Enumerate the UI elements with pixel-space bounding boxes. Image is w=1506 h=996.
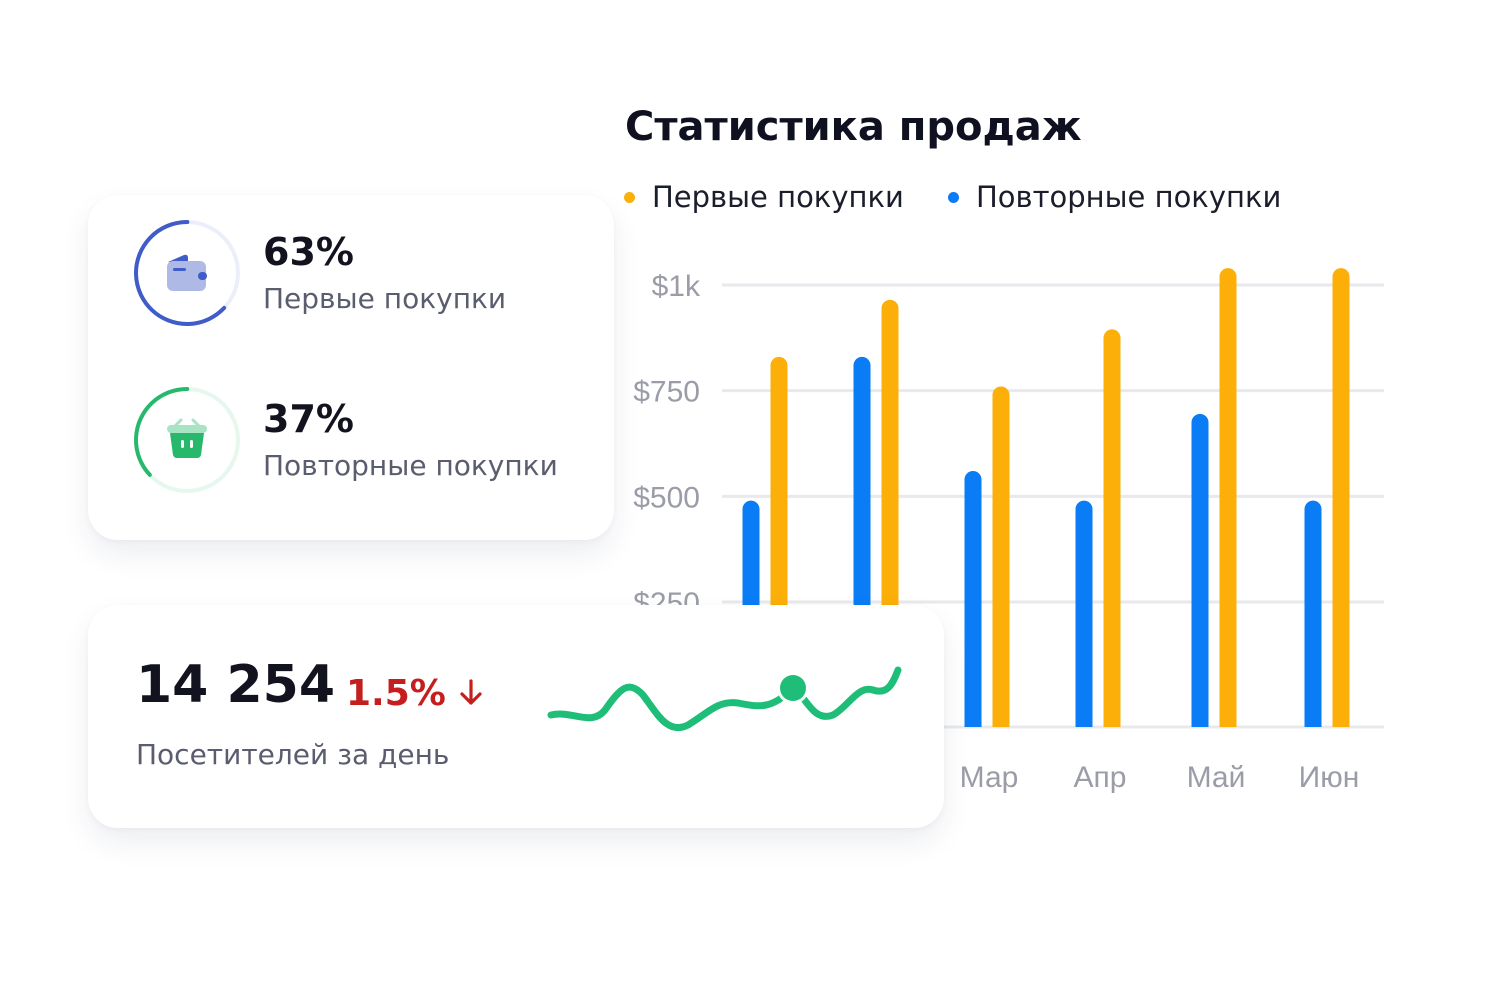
- delta-value: 1.5%: [346, 673, 446, 714]
- bar: [992, 386, 1010, 727]
- y-tick-label: $500: [633, 481, 700, 514]
- bar: [1219, 268, 1237, 727]
- first-purchase-label: Первые покупки: [263, 282, 507, 315]
- x-tick-label: Мар: [960, 761, 1019, 794]
- visitors-delta: 1.5%: [346, 673, 484, 714]
- visitors-sparkline: [547, 666, 902, 732]
- bar: [1191, 413, 1209, 727]
- x-tick-label: Апр: [1074, 761, 1127, 794]
- visitors-label: Посетителей за день: [136, 738, 450, 771]
- legend-label: Первые покупки: [652, 180, 904, 214]
- visitors-card: 14 254 1.5% Посетителей за день: [88, 605, 944, 828]
- x-tick-label: Май: [1187, 761, 1246, 794]
- bar: [1332, 268, 1350, 727]
- legend-dot-orange-icon: [624, 191, 635, 203]
- y-tick-label: $750: [633, 376, 700, 409]
- bar: [1304, 500, 1322, 727]
- legend-dot-blue-icon: [948, 191, 959, 203]
- bar: [1103, 329, 1121, 727]
- visitors-count: 14 254: [136, 655, 336, 715]
- legend-item-repeat: Повторные покупки: [948, 180, 1281, 214]
- progress-ring-first: [134, 220, 240, 326]
- purchase-share-card: 63% Первые покупки 37% Повторные покупки: [88, 195, 614, 540]
- repeat-purchase-label: Повторные покупки: [263, 449, 558, 482]
- sparkline-marker: [780, 675, 806, 701]
- basket-icon: [167, 418, 207, 458]
- progress-ring-repeat: [134, 387, 240, 493]
- arrow-down-icon: [460, 679, 482, 705]
- y-tick-label: $1k: [652, 270, 701, 303]
- wallet-icon: [167, 254, 207, 291]
- bar: [964, 470, 982, 727]
- first-purchase-percent: 63%: [263, 230, 354, 274]
- chart-title: Статистика продаж: [625, 104, 1082, 150]
- x-tick-label: Июн: [1299, 761, 1360, 794]
- legend-label: Повторные покупки: [976, 180, 1282, 214]
- legend-item-first: Первые покупки: [624, 180, 904, 214]
- repeat-purchase-percent: 37%: [263, 397, 354, 441]
- bar: [1075, 500, 1093, 727]
